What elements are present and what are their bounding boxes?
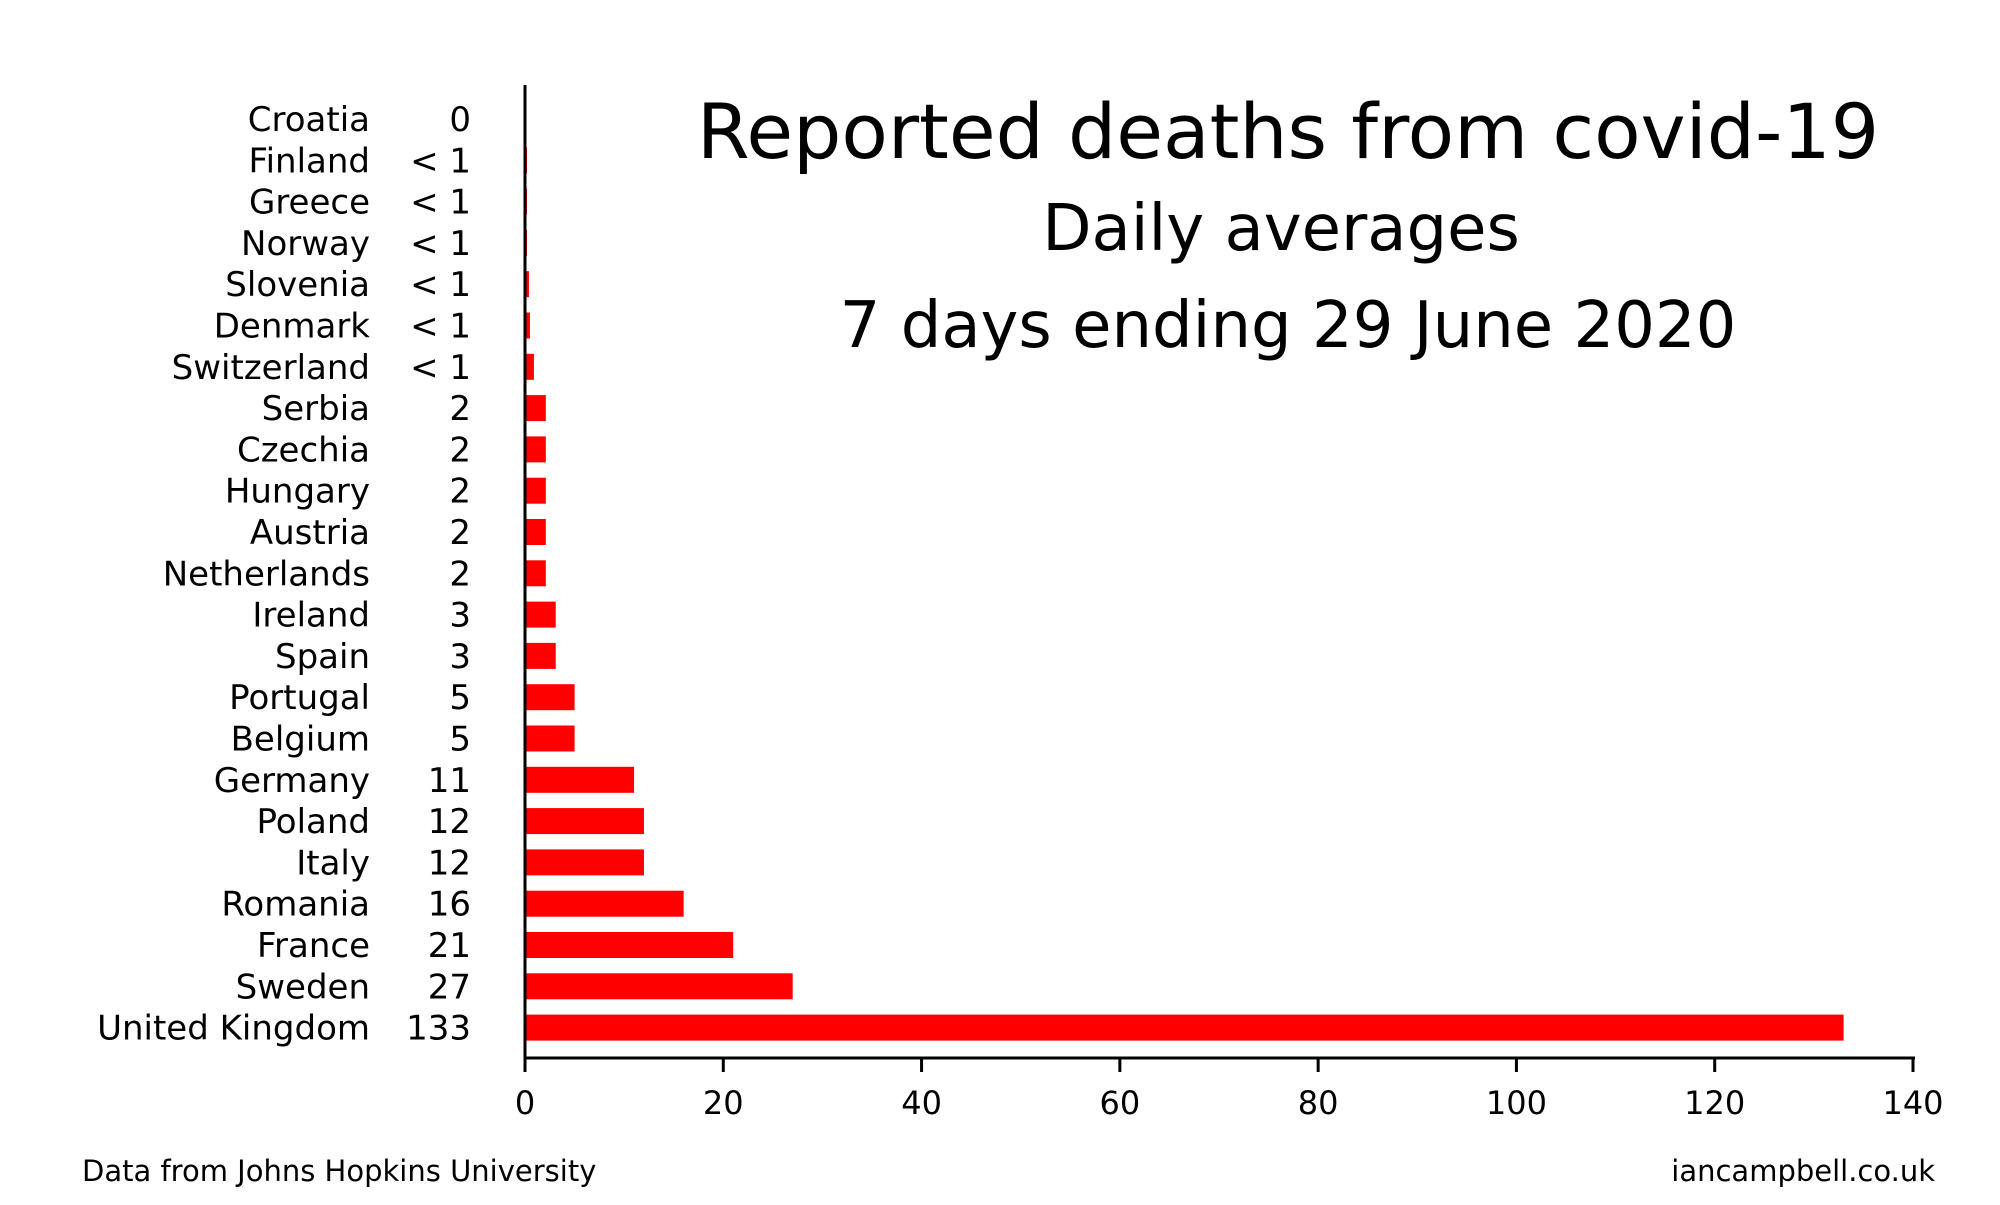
bar xyxy=(525,849,644,876)
bar xyxy=(525,395,546,422)
bar xyxy=(525,519,546,545)
category-label: Slovenia xyxy=(225,265,370,305)
category-label: Norway xyxy=(241,224,370,264)
site-credit: iancampbell.co.uk xyxy=(1671,1154,1935,1188)
bar xyxy=(525,353,534,380)
bar xyxy=(525,808,644,835)
bar xyxy=(525,560,546,587)
x-tick-label: 120 xyxy=(1684,1084,1745,1122)
value-label: 27 xyxy=(428,967,471,1007)
category-label: Finland xyxy=(249,141,371,181)
source-note: Data from Johns Hopkins University xyxy=(82,1154,596,1188)
value-label: 16 xyxy=(428,885,471,925)
chart-title: Reported deaths from covid-19 xyxy=(697,87,1879,176)
x-ticks: 0 20 40 60 80 100 120 140 xyxy=(515,1058,1944,1122)
category-label: Sweden xyxy=(236,967,370,1007)
category-label: Spain xyxy=(275,637,370,677)
bar xyxy=(525,601,556,628)
x-tick-label: 100 xyxy=(1486,1084,1547,1122)
category-label: Denmark xyxy=(214,307,371,347)
category-labels: CroatiaFinlandGreeceNorwaySloveniaDenmar… xyxy=(97,100,370,1049)
category-label: Czechia xyxy=(237,430,370,470)
value-label: 3 xyxy=(449,637,471,677)
value-label: 3 xyxy=(449,596,471,636)
value-label: < 1 xyxy=(410,183,471,223)
category-label: Italy xyxy=(296,843,370,883)
value-label: 12 xyxy=(428,802,471,842)
value-label: 21 xyxy=(428,926,471,966)
category-label: Hungary xyxy=(225,472,370,512)
value-label: 11 xyxy=(428,761,471,801)
category-label: Serbia xyxy=(262,389,370,429)
value-label: 2 xyxy=(449,389,471,429)
category-label: Germany xyxy=(214,761,370,801)
bar xyxy=(525,642,556,669)
chart-subtitle: Daily averages xyxy=(1042,192,1520,266)
value-label: < 1 xyxy=(410,348,471,388)
bar xyxy=(525,973,793,1000)
bar xyxy=(525,932,734,958)
category-label: Poland xyxy=(256,802,370,842)
axes xyxy=(523,85,1915,1060)
category-label: Ireland xyxy=(252,596,370,636)
value-label: 2 xyxy=(449,472,471,512)
x-tick-label: 40 xyxy=(901,1084,942,1122)
category-label: United Kingdom xyxy=(97,1009,370,1049)
value-label: 2 xyxy=(449,430,471,470)
value-label: 12 xyxy=(428,843,471,883)
category-label: Portugal xyxy=(229,678,370,718)
category-label: Romania xyxy=(221,885,370,925)
bar xyxy=(525,312,530,339)
x-tick-label: 140 xyxy=(1882,1084,1943,1122)
category-label: Switzerland xyxy=(172,348,370,388)
bars-layer xyxy=(525,147,1844,1041)
category-label: Croatia xyxy=(248,100,370,140)
category-label: France xyxy=(257,926,370,966)
category-label: Greece xyxy=(249,183,370,223)
bar xyxy=(525,271,529,298)
value-label: 2 xyxy=(449,554,471,594)
bar xyxy=(525,684,575,711)
bar xyxy=(525,725,575,752)
value-label: < 1 xyxy=(410,307,471,347)
category-label: Netherlands xyxy=(163,554,370,594)
bar xyxy=(525,890,684,917)
category-label: Austria xyxy=(250,513,370,553)
chart-subtitle-date: 7 days ending 29 June 2020 xyxy=(840,289,1737,363)
value-label: < 1 xyxy=(410,224,471,264)
value-label: 0 xyxy=(449,100,471,140)
value-label: 5 xyxy=(449,678,471,718)
x-tick-label: 60 xyxy=(1099,1084,1140,1122)
bar xyxy=(525,1014,1844,1041)
value-label: < 1 xyxy=(410,265,471,305)
value-label: 133 xyxy=(406,1009,471,1049)
value-label: < 1 xyxy=(410,141,471,181)
x-tick-label: 0 xyxy=(515,1084,535,1122)
x-tick-label: 80 xyxy=(1298,1084,1339,1122)
category-label: Belgium xyxy=(231,720,370,760)
bar xyxy=(525,477,546,504)
value-labels: 0< 1< 1< 1< 1< 1< 1222223355111212162127… xyxy=(406,100,471,1049)
bar xyxy=(525,436,546,463)
bar xyxy=(525,766,635,793)
value-label: 5 xyxy=(449,720,471,760)
value-label: 2 xyxy=(449,513,471,553)
x-tick-label: 20 xyxy=(703,1084,744,1122)
